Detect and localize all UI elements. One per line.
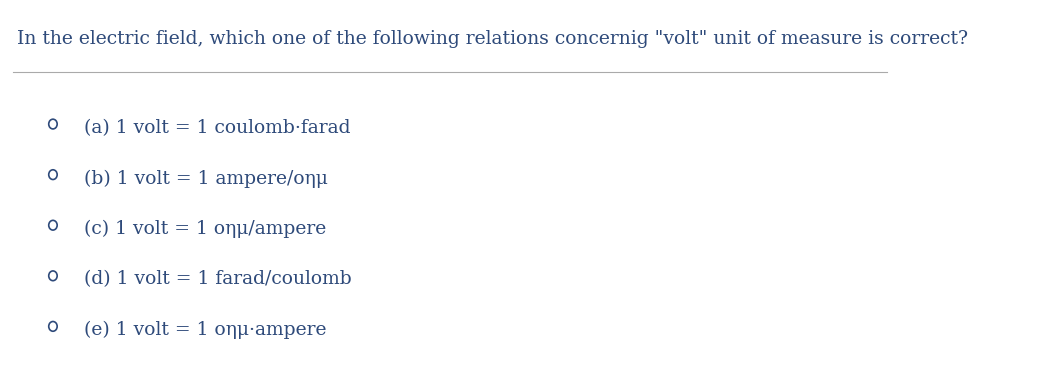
Text: (e) 1 volt = 1 oημ·ampere: (e) 1 volt = 1 oημ·ampere xyxy=(84,321,327,339)
Text: (a) 1 volt = 1 coulomb·farad: (a) 1 volt = 1 coulomb·farad xyxy=(84,119,351,137)
Text: In the electric field, which one of the following relations concernig "volt" uni: In the electric field, which one of the … xyxy=(18,30,968,48)
Text: (b) 1 volt = 1 ampere/oημ: (b) 1 volt = 1 ampere/oημ xyxy=(84,169,328,188)
Text: (c) 1 volt = 1 oημ/ampere: (c) 1 volt = 1 oημ/ampere xyxy=(84,220,327,238)
Text: (d) 1 volt = 1 farad/coulomb: (d) 1 volt = 1 farad/coulomb xyxy=(84,270,352,288)
